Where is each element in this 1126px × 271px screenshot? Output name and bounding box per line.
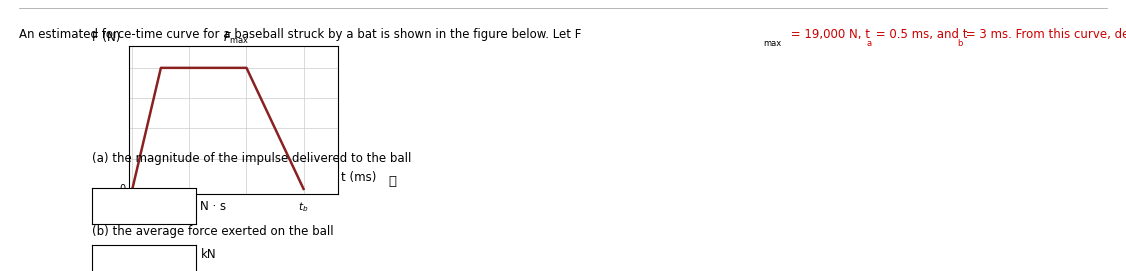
Text: $F_\mathrm{max}$: $F_\mathrm{max}$: [223, 31, 249, 46]
Text: An estimated force-time curve for a baseball struck by a bat is shown in the fig: An estimated force-time curve for a base…: [19, 28, 581, 41]
Text: = 3 ms. From this curve, determine the following.: = 3 ms. From this curve, determine the f…: [962, 28, 1126, 41]
Text: $t_b$: $t_b$: [298, 200, 309, 214]
Text: (b) the average force exerted on the ball: (b) the average force exerted on the bal…: [92, 225, 334, 238]
Text: N · s: N · s: [200, 200, 226, 213]
Text: b: b: [957, 39, 963, 48]
Text: a: a: [867, 39, 872, 48]
Text: t (ms): t (ms): [341, 171, 376, 184]
Text: max: max: [763, 39, 781, 48]
Text: = 19,000 N, t: = 19,000 N, t: [786, 28, 869, 41]
Text: $t_a$: $t_a$: [155, 200, 166, 214]
Text: 0: 0: [129, 200, 135, 210]
Text: = 0.5 ms, and t: = 0.5 ms, and t: [872, 28, 967, 41]
Text: (a) the magnitude of the impulse delivered to the ball: (a) the magnitude of the impulse deliver…: [92, 152, 412, 165]
Text: ⓘ: ⓘ: [388, 175, 396, 188]
Text: 0: 0: [119, 184, 125, 194]
Text: F (N): F (N): [92, 31, 120, 44]
Text: kN: kN: [200, 248, 216, 261]
